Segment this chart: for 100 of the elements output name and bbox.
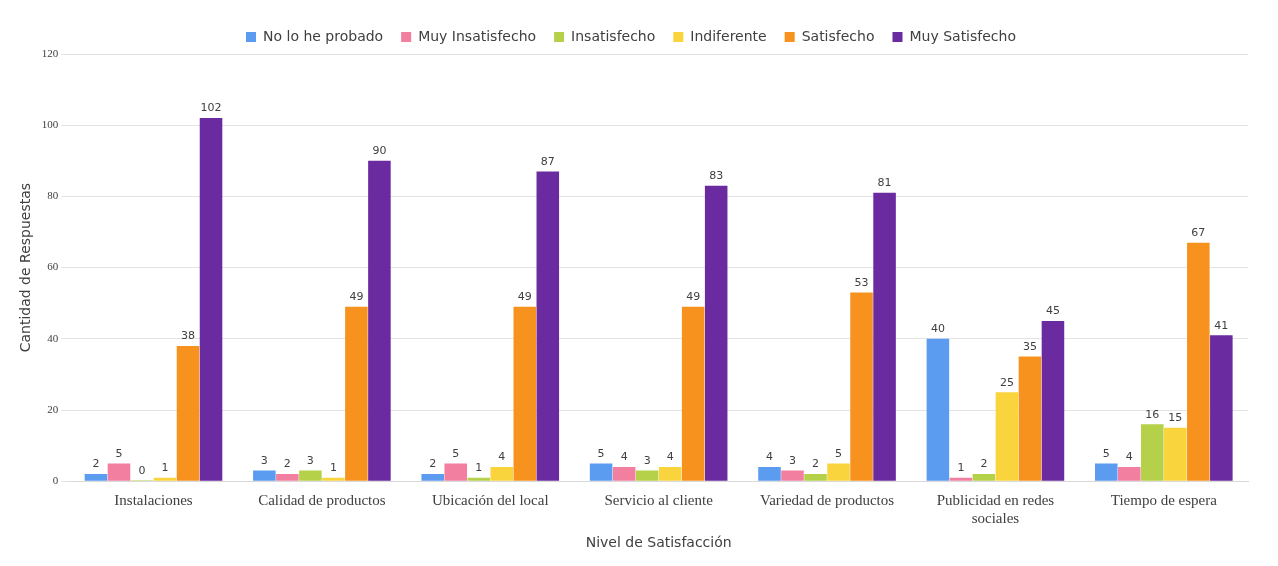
x-tick-label: Servicio al cliente bbox=[604, 492, 714, 509]
data-label: 1 bbox=[957, 461, 965, 474]
data-label: 45 bbox=[1045, 304, 1060, 318]
data-label: 2 bbox=[429, 457, 437, 471]
y-tick-label: 100 bbox=[41, 118, 59, 131]
bar bbox=[276, 474, 299, 481]
bar bbox=[368, 160, 391, 481]
bar bbox=[850, 292, 873, 481]
data-label: 25 bbox=[999, 375, 1014, 389]
x-tick-label: Variedad de productos bbox=[759, 492, 895, 509]
data-label: 16 bbox=[1145, 407, 1160, 421]
bar bbox=[1041, 321, 1065, 481]
y-tick-label: 120 bbox=[41, 46, 59, 59]
data-label: 5 bbox=[1102, 446, 1110, 460]
y-tick-label: 40 bbox=[47, 331, 59, 344]
bar bbox=[1095, 463, 1118, 481]
bar bbox=[827, 463, 850, 481]
data-label: 4 bbox=[1125, 450, 1133, 464]
data-label: 102 bbox=[200, 101, 222, 115]
bar bbox=[421, 474, 445, 481]
bar bbox=[467, 477, 491, 481]
bar bbox=[758, 466, 781, 481]
bar bbox=[107, 463, 131, 481]
bar bbox=[536, 171, 560, 481]
data-label: 81 bbox=[877, 176, 892, 190]
x-tick-label: Tiempo de espera bbox=[1110, 492, 1218, 509]
data-label: 35 bbox=[1022, 339, 1037, 353]
y-tick-label: 80 bbox=[47, 189, 59, 202]
x-tick-label: Instalaciones bbox=[114, 492, 193, 509]
legend-label: Muy Satisfecho bbox=[909, 27, 1016, 44]
x-tick-label: Calidad de productos bbox=[258, 492, 386, 509]
data-label: 49 bbox=[349, 290, 364, 304]
bar bbox=[299, 470, 322, 481]
legend-label: Insatisfecho bbox=[571, 27, 656, 44]
y-tick-label: 0 bbox=[52, 474, 59, 487]
bar bbox=[176, 345, 200, 481]
data-label: 2 bbox=[980, 457, 988, 471]
bar bbox=[995, 392, 1019, 481]
data-label: 49 bbox=[686, 290, 701, 304]
y-axis-title: Cantidad de Respuestas bbox=[17, 182, 34, 353]
bar bbox=[972, 474, 996, 481]
data-label: 4 bbox=[498, 450, 506, 464]
bar bbox=[199, 118, 223, 481]
bar bbox=[1018, 356, 1042, 481]
legend-label: Indiferente bbox=[690, 27, 767, 44]
data-label: 38 bbox=[181, 329, 196, 343]
data-label: 41 bbox=[1214, 318, 1229, 332]
data-label: 1 bbox=[329, 461, 337, 474]
bar bbox=[926, 338, 950, 481]
data-label: 5 bbox=[452, 446, 460, 460]
data-label: 40 bbox=[930, 322, 945, 336]
y-tick-label: 20 bbox=[47, 402, 59, 415]
data-label: 90 bbox=[372, 144, 387, 158]
data-label: 15 bbox=[1168, 411, 1183, 425]
data-label: 1 bbox=[161, 461, 169, 474]
bar bbox=[513, 306, 537, 481]
data-label: 1 bbox=[475, 461, 483, 474]
bar bbox=[1118, 466, 1141, 481]
data-label: 5 bbox=[597, 446, 605, 460]
bar bbox=[1164, 427, 1187, 481]
data-label: 2 bbox=[812, 457, 820, 471]
x-tick-label: Publicidad en redes sociales bbox=[936, 492, 1055, 527]
bar bbox=[589, 463, 613, 481]
bar bbox=[635, 470, 659, 481]
data-label: 83 bbox=[709, 169, 724, 183]
bar bbox=[612, 466, 636, 481]
data-label: 87 bbox=[540, 154, 555, 168]
data-label: 3 bbox=[306, 453, 314, 467]
bar bbox=[658, 466, 682, 481]
data-label: 0 bbox=[138, 463, 146, 477]
legend-label: Satisfecho bbox=[801, 27, 875, 44]
bar bbox=[949, 477, 973, 481]
data-label: 3 bbox=[643, 453, 651, 467]
y-tick-label: 60 bbox=[47, 260, 59, 273]
x-tick-label: Ubicación del local bbox=[431, 492, 549, 509]
bar bbox=[345, 306, 368, 481]
bar bbox=[1141, 424, 1164, 481]
bar bbox=[681, 306, 705, 481]
data-label: 5 bbox=[115, 446, 123, 460]
bar bbox=[253, 470, 276, 481]
bar bbox=[873, 192, 896, 481]
data-label: 53 bbox=[854, 275, 869, 289]
x-axis-title: Nivel de Satisfacción bbox=[585, 534, 732, 551]
bar bbox=[84, 474, 108, 481]
data-label: 49 bbox=[517, 290, 532, 304]
legend-label: Muy Insatisfecho bbox=[418, 27, 537, 44]
bar bbox=[1187, 242, 1210, 481]
data-label: 2 bbox=[283, 457, 291, 471]
data-label: 5 bbox=[835, 446, 843, 460]
data-label: 4 bbox=[766, 450, 773, 464]
bar bbox=[322, 477, 345, 481]
data-label: 67 bbox=[1191, 226, 1206, 240]
bar bbox=[153, 477, 177, 481]
bar bbox=[1210, 335, 1233, 481]
bar bbox=[781, 470, 804, 481]
bar bbox=[704, 185, 728, 481]
data-label: 4 bbox=[620, 450, 628, 464]
data-label: 3 bbox=[789, 453, 797, 467]
bar bbox=[490, 466, 514, 481]
legend-label: No lo he probado bbox=[263, 27, 384, 44]
